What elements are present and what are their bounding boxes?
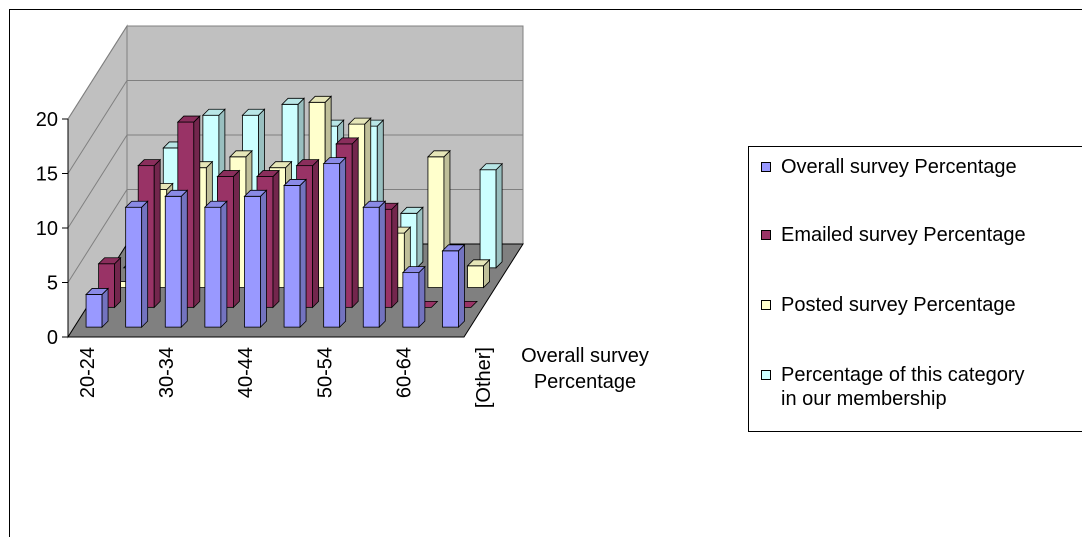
- legend-swatch: [761, 370, 771, 380]
- bar: [441, 243, 466, 329]
- x-tick-label: 60-64: [394, 347, 416, 398]
- x-tick-label: 50-54: [314, 347, 336, 398]
- bar: [322, 156, 347, 329]
- bar: [362, 200, 387, 329]
- bar: [164, 189, 189, 329]
- y-tick-label: 5: [47, 273, 58, 295]
- x-tick-label: 40-44: [235, 347, 257, 398]
- bar: [243, 189, 268, 329]
- gridline: [67, 134, 523, 229]
- bar: [124, 200, 149, 329]
- bar: [203, 200, 228, 329]
- bar: [85, 287, 110, 329]
- x-tick-label: [Other]: [473, 347, 495, 408]
- x-tick-label: 30-34: [156, 347, 178, 398]
- legend-label: Percentage of this category in our membe…: [781, 364, 1025, 410]
- bar: [283, 178, 308, 329]
- gridline: [67, 189, 523, 283]
- depth-axis-label: Overall survey: [521, 345, 649, 367]
- chart-legend: Overall survey Percentage Emailed survey …: [748, 146, 1082, 432]
- y-tick-label: 10: [36, 218, 58, 240]
- chart-area: 0 5 10 15 20 20-24 30-34 40-44 50-54 60-64 [Other]…: [9, 9, 1082, 537]
- depth-axis-label: Percentage: [534, 371, 636, 393]
- legend-label: Posted survey Percentage: [781, 294, 1016, 316]
- bar: [466, 258, 491, 289]
- bar: [401, 265, 426, 329]
- legend-label: Overall survey Percentage: [781, 156, 1017, 178]
- gridline: [67, 80, 523, 174]
- legend-swatch: [761, 230, 771, 240]
- legend-label: Emailed survey Percentage: [781, 224, 1026, 246]
- y-tick-label: 15: [36, 164, 58, 186]
- y-tick-label: 0: [47, 327, 58, 349]
- legend-swatch: [761, 162, 771, 172]
- bar: [479, 162, 504, 269]
- x-tick-label: 20-24: [77, 347, 99, 398]
- legend-swatch: [761, 300, 771, 310]
- gridline: [67, 25, 523, 120]
- y-tick-label: 20: [36, 109, 58, 131]
- chart-plot: 0 5 10 15 20 20-24 30-34 40-44 50-54 60-64 [Other]…: [36, 24, 649, 408]
